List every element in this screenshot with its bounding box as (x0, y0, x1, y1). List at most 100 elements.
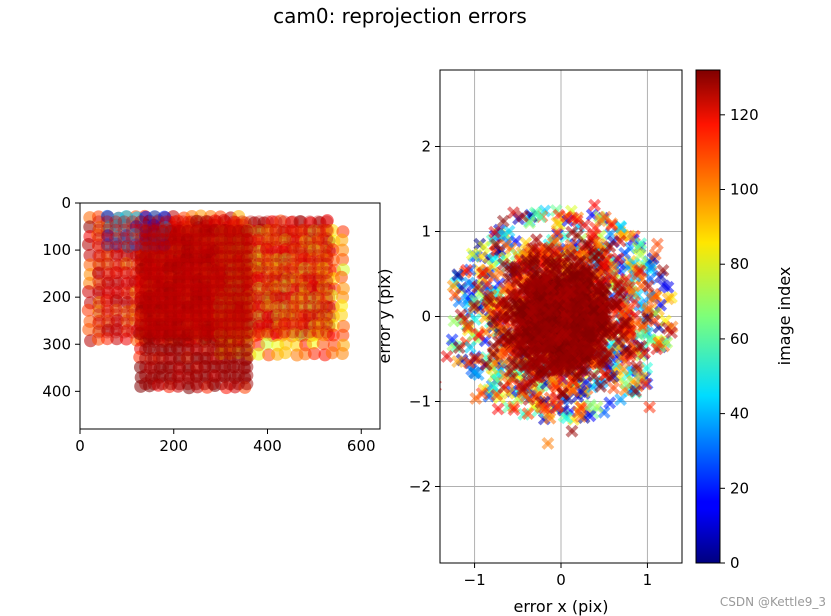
right-point (521, 365, 534, 379)
left-point (185, 283, 199, 297)
left-point (286, 249, 300, 263)
left-y-tick-label: 400 (42, 382, 71, 400)
left-point (201, 240, 215, 254)
right-point (574, 410, 588, 424)
left-point (176, 291, 190, 305)
right-point (515, 336, 529, 350)
left-point (134, 249, 148, 263)
left-point (326, 253, 340, 267)
left-point (129, 238, 143, 252)
left-point (117, 257, 131, 271)
left-point (277, 325, 291, 339)
left-point (244, 257, 258, 271)
right-point (619, 343, 633, 357)
left-point (117, 291, 131, 305)
left-point (269, 223, 283, 237)
right-point (542, 320, 556, 333)
left-point (126, 274, 139, 288)
left-point (250, 271, 264, 285)
left-point (288, 242, 302, 256)
right-point (476, 267, 490, 280)
left-point (100, 317, 114, 331)
left-point (168, 257, 182, 271)
right-point (603, 396, 617, 410)
left-point (244, 249, 258, 263)
left-point (277, 274, 291, 288)
right-point (632, 328, 646, 342)
left-point (134, 266, 148, 280)
left-point (252, 347, 266, 361)
left-point (100, 240, 114, 254)
left-point (336, 253, 350, 267)
left-point (176, 249, 190, 263)
right-point (593, 214, 607, 228)
left-point (294, 257, 308, 271)
left-point (269, 280, 283, 294)
right-point (482, 294, 496, 308)
left-x-tick-label: 0 (75, 437, 85, 455)
colorbar-tick-label: 80 (730, 255, 749, 273)
right-point (517, 282, 530, 296)
left-point (303, 274, 317, 288)
right-point (641, 312, 655, 326)
right-point (491, 402, 505, 416)
left-point (261, 223, 274, 237)
left-point (269, 300, 283, 314)
left-point (201, 283, 215, 297)
left-point (151, 325, 165, 339)
left-point (286, 240, 300, 254)
left-point (92, 274, 106, 288)
left-point (269, 291, 283, 305)
left-point (109, 237, 123, 251)
left-point (109, 266, 123, 280)
right-point (440, 350, 454, 363)
left-point (100, 283, 114, 297)
left-point (218, 274, 232, 288)
left-point (261, 317, 274, 331)
left-point (311, 325, 325, 339)
right-point (480, 277, 494, 291)
left-point (218, 249, 232, 263)
left-point (227, 266, 241, 280)
left-point (185, 232, 199, 246)
colorbar-tick-label: 20 (730, 479, 749, 497)
left-point (235, 215, 249, 229)
right-point (616, 362, 630, 376)
left-point (126, 223, 139, 237)
left-point (320, 283, 334, 297)
right-point (507, 403, 521, 416)
left-point (261, 283, 274, 297)
left-point (279, 242, 293, 256)
right-point (509, 260, 523, 274)
right-point (598, 327, 612, 341)
left-point (126, 317, 139, 331)
left-point (134, 223, 148, 237)
left-point (176, 232, 190, 246)
left-point (269, 257, 283, 271)
left-point (252, 308, 266, 322)
left-point (277, 308, 291, 322)
right-point (516, 382, 530, 396)
left-point (218, 257, 232, 271)
left-point (218, 308, 232, 322)
left-point (210, 325, 224, 339)
right-point (634, 237, 648, 251)
left-point (269, 308, 283, 322)
left-point (193, 266, 207, 280)
left-point (151, 274, 165, 288)
left-point (294, 283, 308, 297)
colorbar-ticks: 0 20 40 60 80 100 120 (720, 106, 759, 572)
left-point (294, 215, 308, 229)
left-point (193, 283, 207, 297)
left-point (119, 266, 133, 280)
left-point (201, 249, 215, 263)
right-point (489, 238, 503, 252)
left-point (297, 223, 311, 237)
right-point (603, 240, 617, 254)
left-point (269, 274, 283, 288)
left-point (142, 308, 156, 322)
left-point (185, 266, 199, 280)
left-point (303, 249, 317, 263)
left-point (320, 223, 334, 237)
left-point (100, 209, 114, 223)
